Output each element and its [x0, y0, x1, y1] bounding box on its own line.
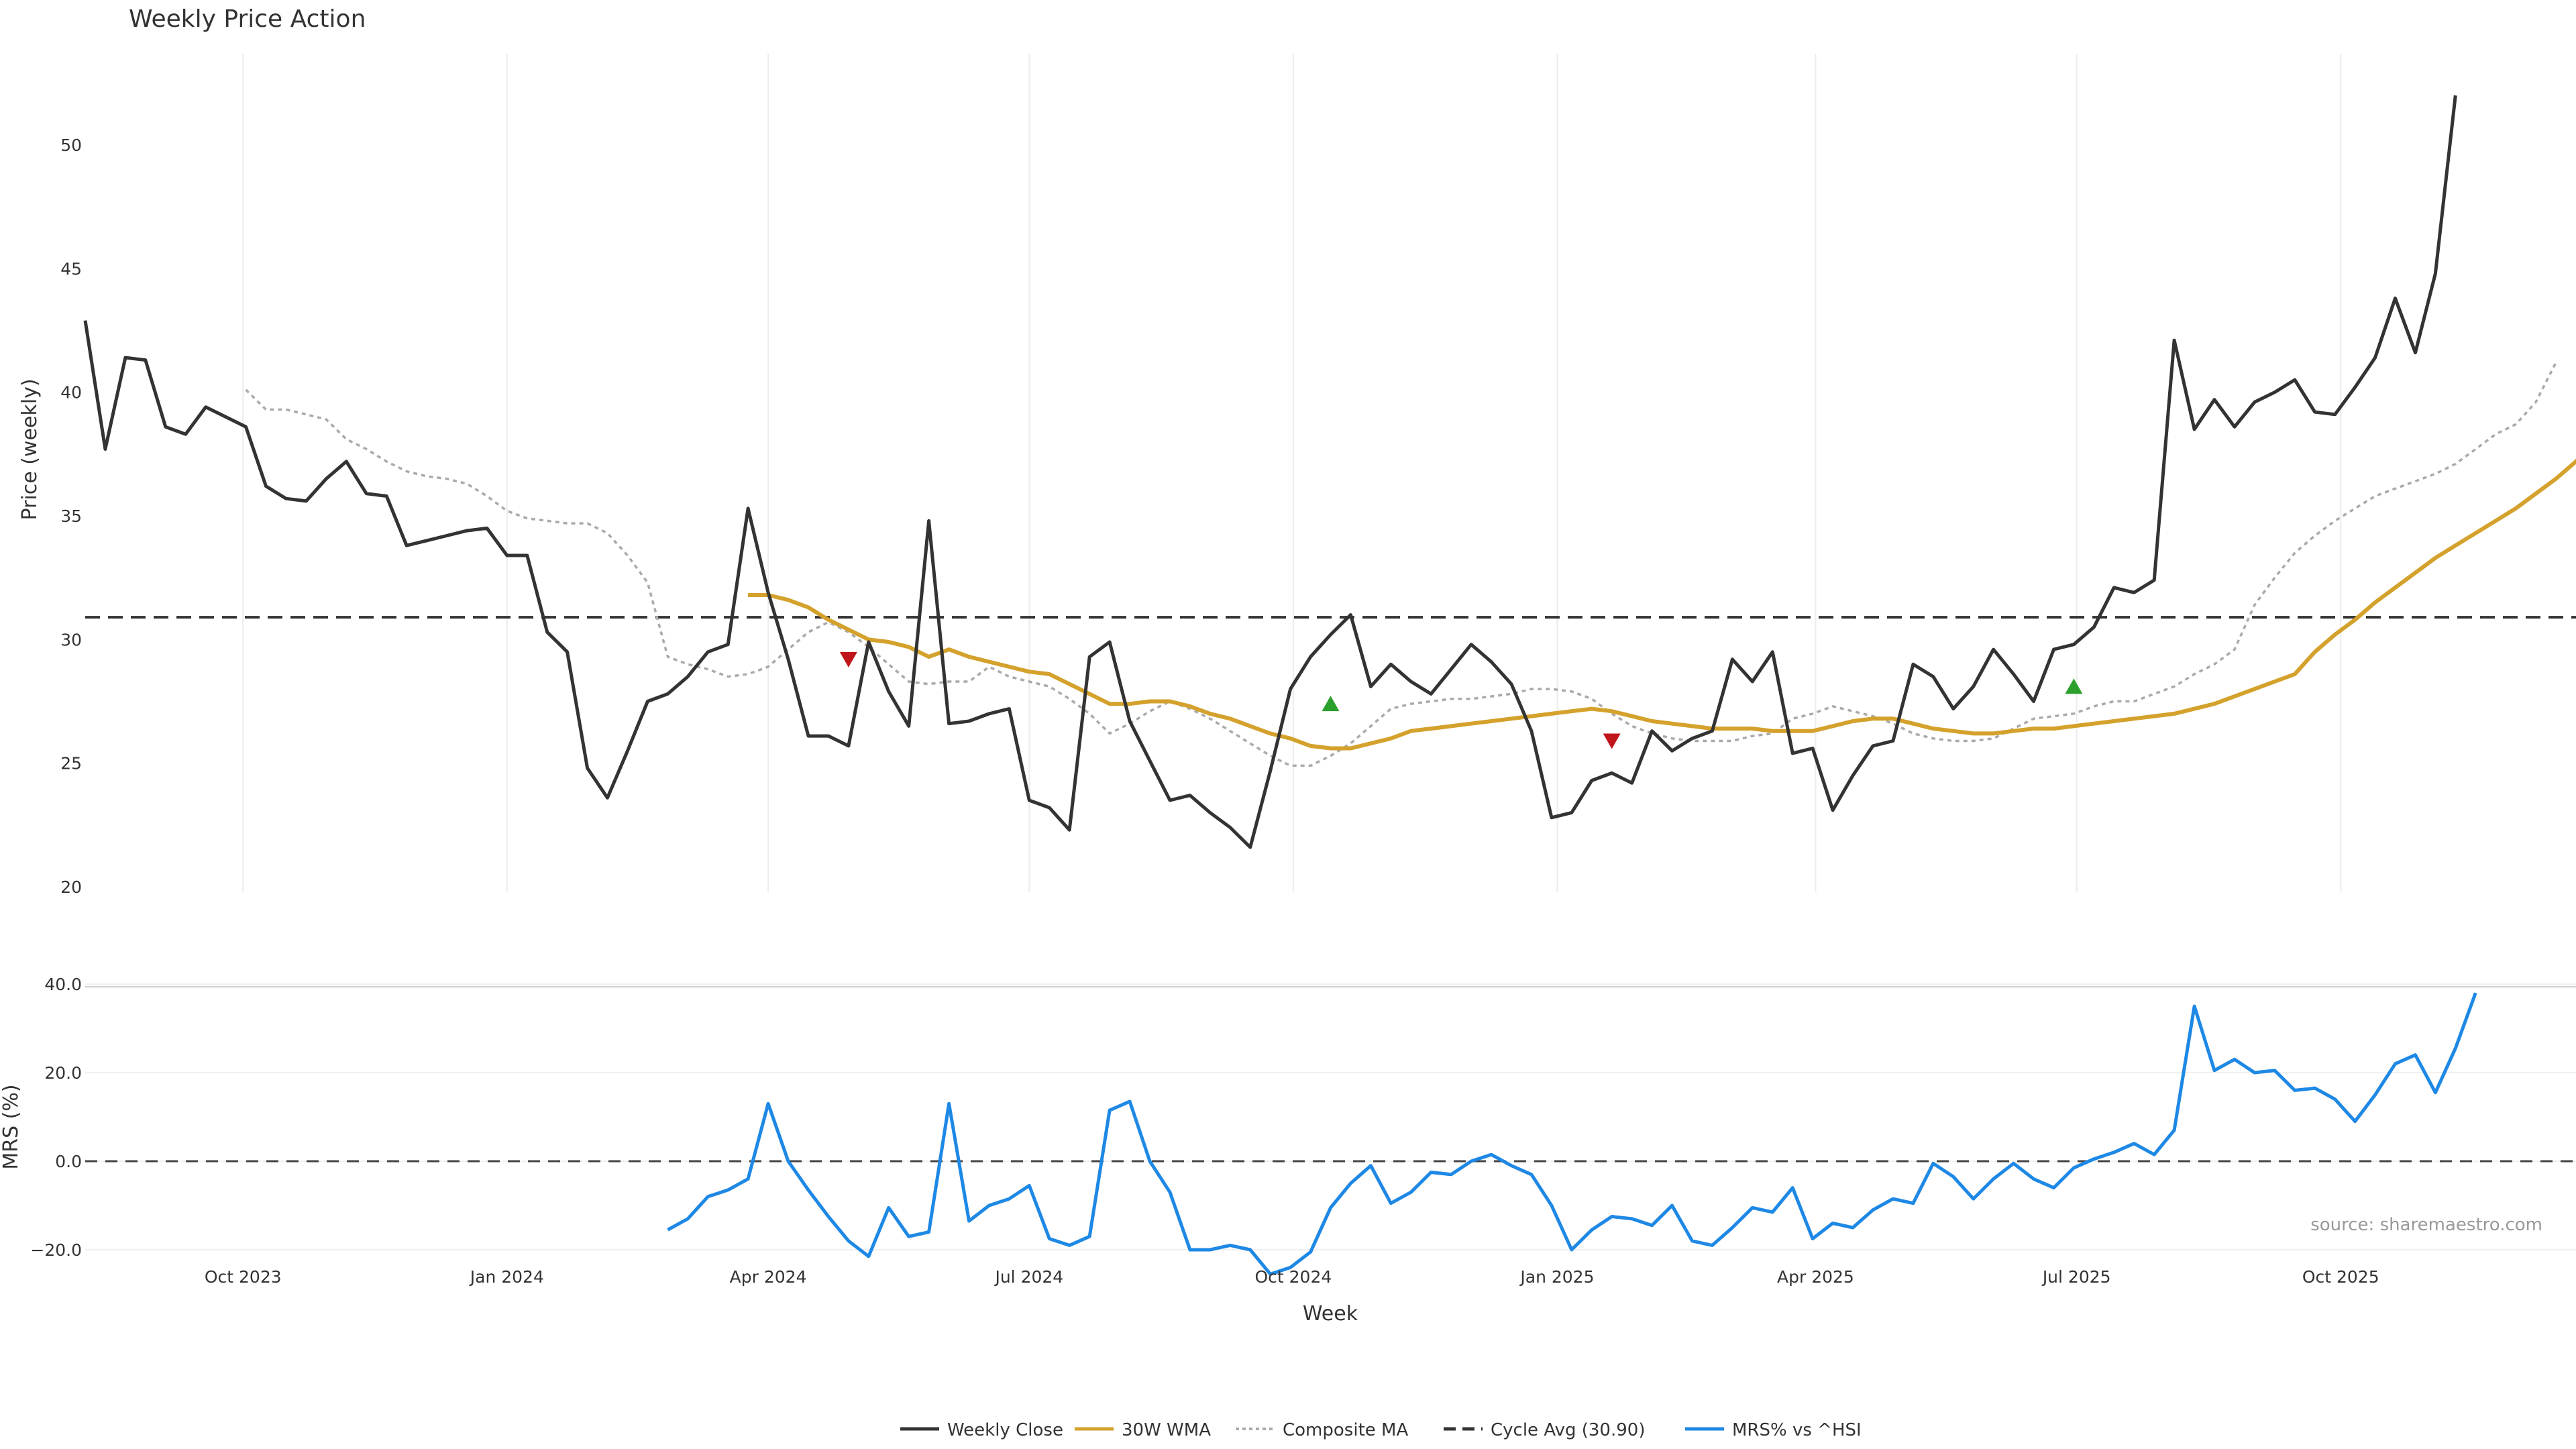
x-tick-label: Oct 2023	[205, 1267, 282, 1287]
mrs-y-tick-label: 40.0	[44, 975, 82, 994]
series-weekly-close-line	[83, 95, 2457, 849]
chart-title: Weekly Price Action	[129, 5, 366, 33]
legend-item: MRS% vs ^HSI	[1685, 1420, 1862, 1440]
mrs-y-axis-title: MRS (%)	[0, 1084, 23, 1169]
legend-label: 30W WMA	[1122, 1420, 1211, 1440]
price-panel: 20 25 30 35 40 45 50	[60, 95, 2576, 897]
price-y-tick-label: 30	[60, 630, 82, 649]
price-y-tick-label: 20	[60, 877, 82, 897]
series-composite-ma-line	[245, 362, 2557, 767]
legend-label: Composite MA	[1283, 1420, 1408, 1440]
x-axis-ticks: Oct 2023 Jan 2024 Apr 2024 Jul 2024 Oct 2024…	[205, 1267, 2379, 1287]
price-y-tick-label: 45	[60, 259, 82, 278]
mrs-y-tick-label: 0.0	[55, 1152, 82, 1171]
price-y-tick-label: 35	[60, 506, 82, 526]
series-30w-wma-line	[748, 458, 2576, 751]
x-tick-label: Apr 2025	[1777, 1267, 1854, 1287]
mrs-panel: 40.0 20.0 0.0 −20.0	[30, 975, 2576, 1276]
legend-item: Weekly Close	[900, 1420, 1063, 1440]
series-mrs-line	[667, 992, 2477, 1276]
legend-label: Weekly Close	[947, 1420, 1063, 1440]
x-tick-label: Oct 2025	[2302, 1267, 2379, 1287]
x-tick-label: Jul 2025	[2041, 1267, 2111, 1287]
legend-label: MRS% vs ^HSI	[1732, 1420, 1862, 1440]
legend-item: 30W WMA	[1075, 1420, 1211, 1440]
mrs-y-tick-label: −20.0	[30, 1240, 82, 1260]
mrs-y-tick-label: 20.0	[44, 1063, 82, 1083]
price-y-tick-label: 40	[60, 383, 82, 402]
legend: Weekly Close 30W WMA Composite MA Cycle Avg…	[900, 1420, 1862, 1440]
buy-signal-marker	[1322, 696, 1340, 712]
sell-signal-marker	[1603, 733, 1621, 749]
x-tick-label: Jan 2024	[469, 1267, 544, 1287]
source-label: source: sharemaestro.com	[2310, 1215, 2542, 1235]
x-axis-title: Week	[1303, 1302, 1358, 1326]
price-y-tick-label: 25	[60, 754, 82, 773]
legend-item: Cycle Avg (30.90)	[1444, 1420, 1645, 1440]
sell-signal-marker	[839, 651, 857, 667]
x-tick-label: Jul 2024	[994, 1267, 1063, 1287]
legend-item: Composite MA	[1236, 1420, 1408, 1440]
x-tick-label: Jan 2025	[1519, 1267, 1594, 1287]
legend-label: Cycle Avg (30.90)	[1491, 1420, 1645, 1440]
buy-signal-marker	[2065, 678, 2083, 694]
x-tick-label: Oct 2024	[1254, 1267, 1332, 1287]
price-y-axis-title: Price (weekly)	[18, 378, 42, 520]
x-tick-label: Apr 2024	[730, 1267, 807, 1287]
price-y-tick-label: 50	[60, 136, 82, 155]
